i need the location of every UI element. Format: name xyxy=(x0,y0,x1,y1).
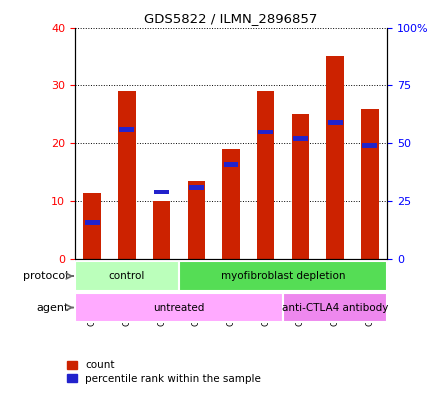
Bar xyxy=(153,201,170,259)
Legend: count, percentile rank within the sample: count, percentile rank within the sample xyxy=(62,356,265,388)
Bar xyxy=(154,190,169,195)
Bar xyxy=(328,120,342,125)
Bar xyxy=(118,91,136,259)
Bar xyxy=(120,127,134,132)
Bar xyxy=(224,162,238,167)
Text: control: control xyxy=(109,271,145,281)
Bar xyxy=(187,181,205,259)
Bar xyxy=(363,143,377,148)
Bar xyxy=(85,220,99,224)
Bar xyxy=(326,57,344,259)
Bar xyxy=(222,149,240,259)
Bar xyxy=(75,261,179,291)
Text: myofibroblast depletion: myofibroblast depletion xyxy=(221,271,345,281)
Text: protocol: protocol xyxy=(23,271,69,281)
Bar xyxy=(84,193,101,259)
Bar xyxy=(361,108,378,259)
Bar xyxy=(283,293,387,322)
Bar xyxy=(293,136,308,141)
Text: agent: agent xyxy=(36,303,69,312)
Bar xyxy=(75,293,283,322)
Text: untreated: untreated xyxy=(153,303,205,312)
Bar xyxy=(292,114,309,259)
Title: GDS5822 / ILMN_2896857: GDS5822 / ILMN_2896857 xyxy=(144,12,318,25)
Bar xyxy=(257,91,275,259)
Bar xyxy=(258,130,273,134)
Text: anti-CTLA4 antibody: anti-CTLA4 antibody xyxy=(282,303,389,312)
Bar xyxy=(189,185,204,190)
Bar xyxy=(179,261,387,291)
